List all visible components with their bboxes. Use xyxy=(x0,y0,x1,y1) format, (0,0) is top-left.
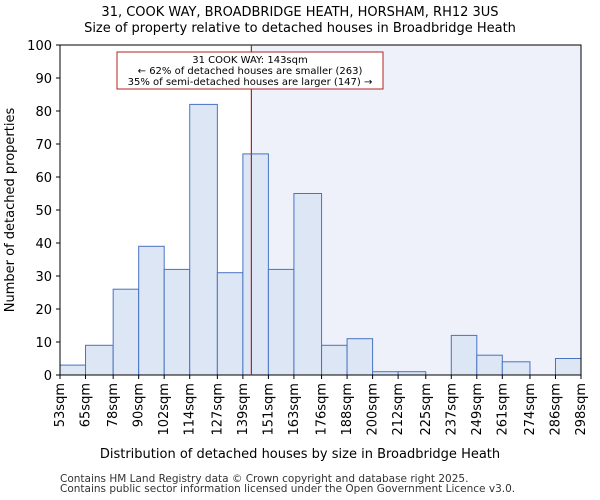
x-tick-label: 249sqm xyxy=(470,383,485,436)
x-tick-label: 274sqm xyxy=(523,383,538,436)
x-tick-label: 200sqm xyxy=(366,383,381,436)
x-tick-label: 114sqm xyxy=(183,383,198,436)
x-tick-label: 53sqm xyxy=(53,383,68,427)
annotation-line: 31 COOK WAY: 143sqm xyxy=(192,55,307,66)
footer-licence: Contains public sector information licen… xyxy=(60,483,516,495)
x-tick-label: 90sqm xyxy=(132,383,147,427)
x-tick-label: 225sqm xyxy=(419,383,434,436)
x-tick-label: 286sqm xyxy=(548,383,563,436)
x-tick-label: 237sqm xyxy=(444,383,459,436)
annotation-box xyxy=(116,51,384,90)
y-tick-label: 80 xyxy=(35,105,52,120)
y-tick-label: 20 xyxy=(35,303,52,318)
histogram-bar xyxy=(267,268,295,376)
x-tick-label: 176sqm xyxy=(315,383,330,436)
y-tick-label: 90 xyxy=(35,72,52,87)
y-tick-label: 10 xyxy=(35,336,52,351)
histogram-bar xyxy=(501,361,531,376)
y-tick-label: 0 xyxy=(44,369,52,384)
histogram-bar xyxy=(321,344,348,376)
x-tick-label: 151sqm xyxy=(261,383,276,436)
x-tick-label: 127sqm xyxy=(210,383,225,436)
x-tick-label: 163sqm xyxy=(287,383,302,436)
y-tick-label: 30 xyxy=(35,270,52,285)
histogram-bar xyxy=(346,338,374,376)
histogram-bar xyxy=(138,245,165,376)
annotation-line: ← 62% of detached houses are smaller (26… xyxy=(138,66,363,77)
plot-area: 0 10 20 30 40 50 60 70 80 90 100 53sqm 65sqm 78sqm 90s… xyxy=(27,39,589,436)
y-tick-label: 50 xyxy=(35,204,52,219)
histogram-bar xyxy=(163,268,191,376)
histogram-bar xyxy=(554,358,582,376)
footer-copyright: Contains HM Land Registry data © Crown c… xyxy=(60,473,469,485)
histogram-bar xyxy=(216,272,244,376)
histogram-bar xyxy=(242,153,269,376)
y-tick-label: 60 xyxy=(35,171,52,186)
histogram-bar xyxy=(112,288,140,376)
histogram-bar xyxy=(476,354,503,376)
histogram-bar xyxy=(85,344,114,376)
x-tick-label: 212sqm xyxy=(391,383,406,436)
annotation-line: 35% of semi-detached houses are larger (… xyxy=(128,77,373,88)
x-tick-label: 261sqm xyxy=(495,383,510,436)
x-tick-label: 298sqm xyxy=(574,383,589,436)
x-axis-label: Distribution of detached houses by size … xyxy=(100,447,500,462)
histogram-bar xyxy=(293,193,323,376)
chart-subtitle: Size of property relative to detached ho… xyxy=(84,21,516,36)
x-tick-label: 139sqm xyxy=(236,383,251,436)
histogram-bar xyxy=(189,103,218,376)
x-tick-label: 102sqm xyxy=(157,383,172,436)
y-tick-label: 100 xyxy=(27,39,52,54)
histogram-bar xyxy=(59,364,87,376)
y-tick-label: 70 xyxy=(35,138,52,153)
histogram-bar xyxy=(450,334,478,376)
y-tick-label: 40 xyxy=(35,237,52,252)
y-axis-label: Number of detached properties xyxy=(3,108,18,313)
x-tick-label: 78sqm xyxy=(106,383,121,427)
x-tick-label: 65sqm xyxy=(79,383,94,427)
chart-title: 31, COOK WAY, BROADBRIDGE HEATH, HORSHAM… xyxy=(101,5,498,20)
x-tick-label: 188sqm xyxy=(340,383,355,436)
